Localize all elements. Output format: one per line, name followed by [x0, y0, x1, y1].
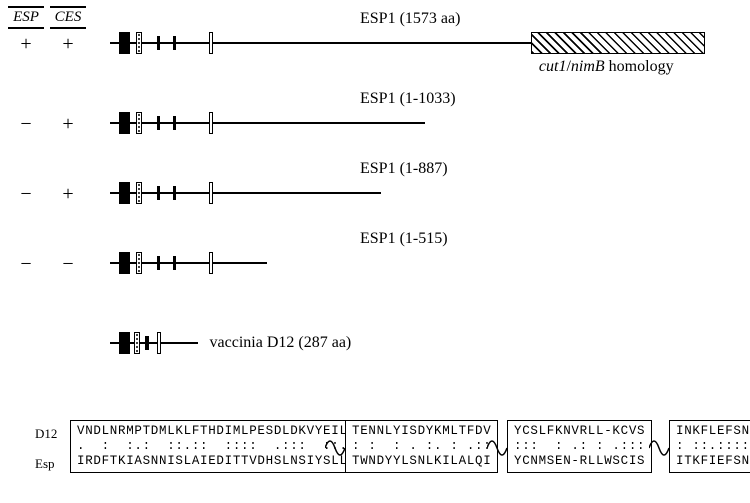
- ces-mark: −: [50, 254, 86, 274]
- domain-box: [173, 256, 176, 270]
- domain-box: [119, 332, 130, 354]
- esp-mark: +: [8, 34, 44, 54]
- ces-mark: +: [50, 114, 86, 134]
- domain-box: [173, 116, 176, 130]
- construct-esp1-1033: ESP1 (1-1033): [110, 112, 435, 134]
- domain-box: [136, 32, 142, 54]
- align-box: INKFLEFSN: ::.::::ITKFIEFSN: [669, 420, 750, 473]
- domain-box: [173, 36, 176, 50]
- domain-box: [119, 252, 130, 274]
- domain-box: [209, 252, 213, 274]
- domain-box: [145, 336, 149, 350]
- domain-box: [209, 182, 213, 204]
- col-header-esp: ESP: [8, 6, 44, 29]
- homology-box: [531, 32, 705, 54]
- construct-vaccinia-d12: vaccinia D12 (287 aa): [110, 332, 208, 354]
- domain-box: [157, 186, 160, 200]
- align-connector: [649, 420, 669, 476]
- align-connector: [325, 420, 345, 476]
- align-label-top: D12: [35, 426, 57, 442]
- domain-box: [209, 112, 213, 134]
- axis: [110, 262, 267, 264]
- ces-mark: +: [50, 34, 86, 54]
- axis: [110, 192, 381, 194]
- construct-label: ESP1 (1573 aa): [360, 10, 460, 28]
- axis: [110, 42, 590, 44]
- construct-esp1-887: ESP1 (1-887): [110, 182, 391, 204]
- domain-box: [136, 252, 142, 274]
- esp-mark: −: [8, 114, 44, 134]
- domain-box: [157, 116, 160, 130]
- domain-box: [134, 332, 140, 354]
- align-connector: [487, 420, 507, 476]
- domain-box: [173, 186, 176, 200]
- construct-esp1-515: ESP1 (1-515): [110, 252, 277, 274]
- homology-label: cut1/nimB homology: [539, 58, 674, 76]
- domain-box: [157, 36, 160, 50]
- domain-box: [136, 112, 142, 134]
- domain-box: [157, 256, 160, 270]
- domain-box: [119, 112, 130, 134]
- construct-label: ESP1 (1-1033): [360, 90, 456, 108]
- domain-box: [157, 332, 161, 354]
- construct-label: vaccinia D12 (287 aa): [210, 334, 352, 352]
- align-label-bottom: Esp: [35, 456, 55, 472]
- domain-box: [119, 32, 130, 54]
- construct-esp1-full: cut1/nimB homologyESP1 (1573 aa): [110, 32, 715, 54]
- col-header-ces: CES: [50, 6, 86, 29]
- domain-box: [119, 182, 130, 204]
- esp-mark: −: [8, 184, 44, 204]
- align-box: TENNLYISDYKMLTFDV: : : . :. : .::TWNDYYL…: [345, 420, 498, 473]
- align-box: YCSLFKNVRLL-KCVS::: : .: : .:::YCNMSEN-R…: [507, 420, 652, 473]
- construct-label: ESP1 (1-515): [360, 230, 448, 248]
- domain-box: [136, 182, 142, 204]
- align-box: VNDLNRMPTDMLKLFTHDIMLPESDLDKVYEILK. : :.…: [70, 420, 363, 473]
- esp-mark: −: [8, 254, 44, 274]
- construct-label: ESP1 (1-887): [360, 160, 448, 178]
- ces-mark: +: [50, 184, 86, 204]
- domain-box: [209, 32, 213, 54]
